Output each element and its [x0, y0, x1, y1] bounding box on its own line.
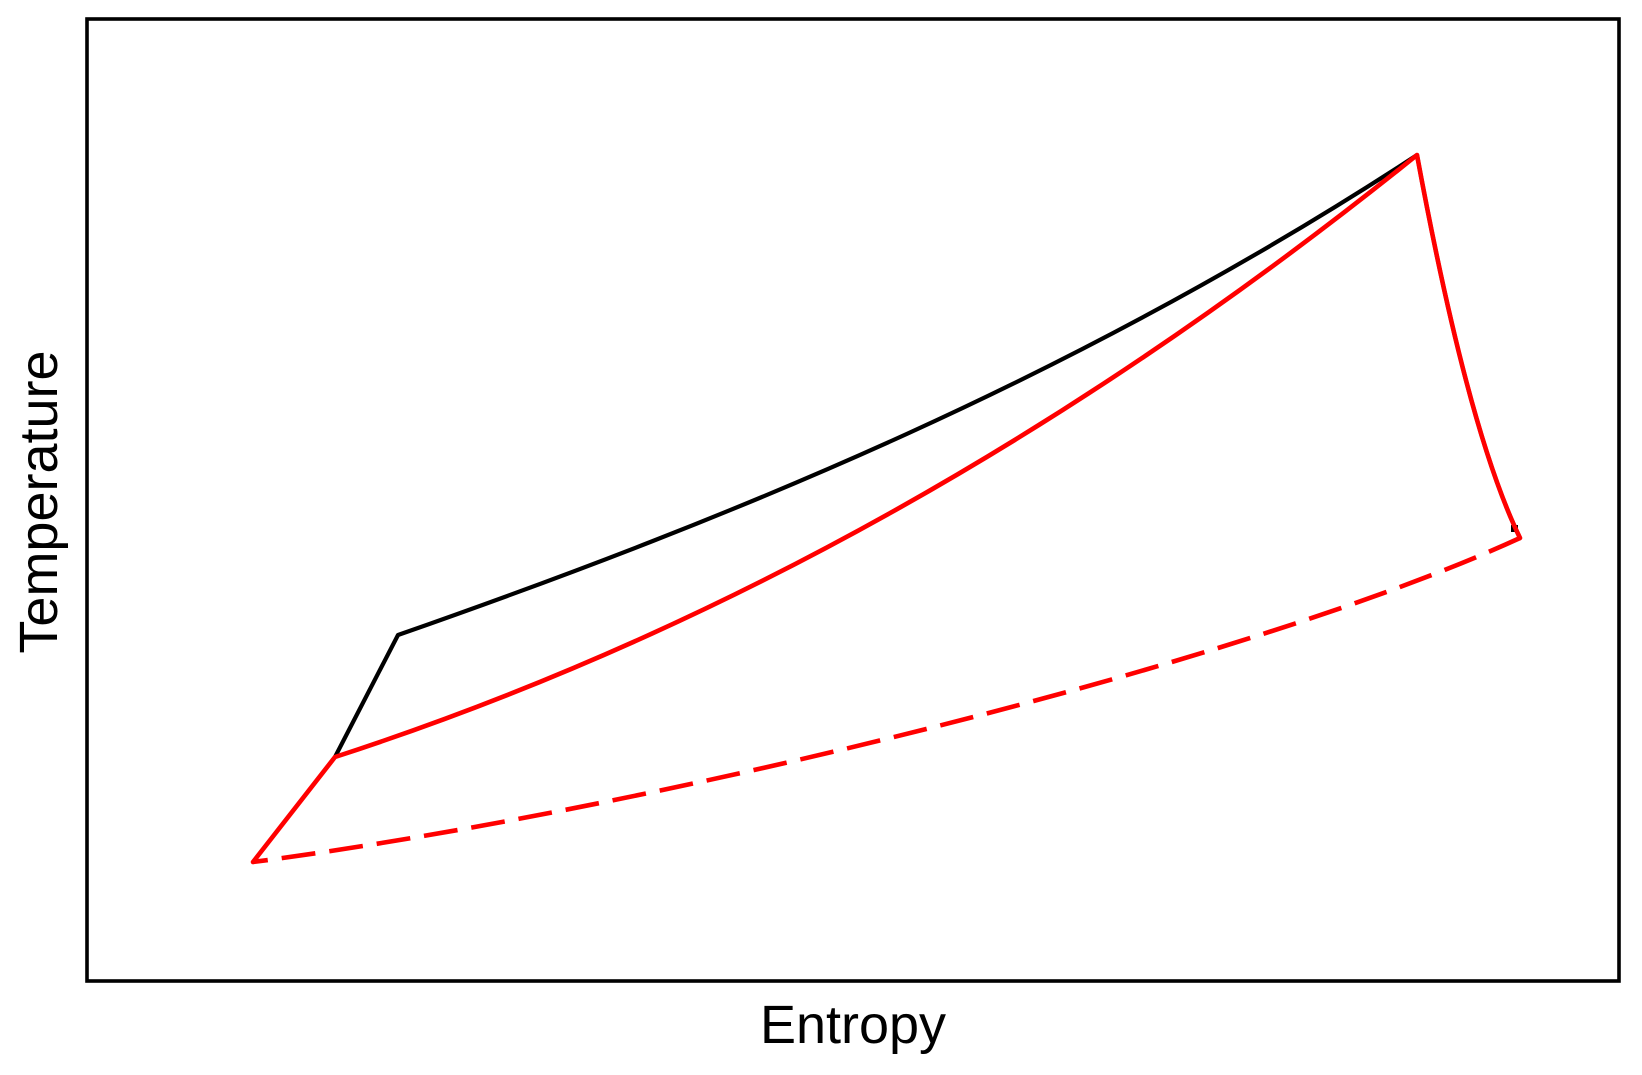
return-dashed-line [252, 535, 1521, 865]
plot-border [85, 17, 1621, 983]
y-axis-label: Temperature [9, 350, 69, 653]
ideal-cycle-line [332, 152, 1523, 760]
actual-cycle-line [250, 152, 1523, 865]
x-axis-label: Entropy [760, 995, 946, 1055]
